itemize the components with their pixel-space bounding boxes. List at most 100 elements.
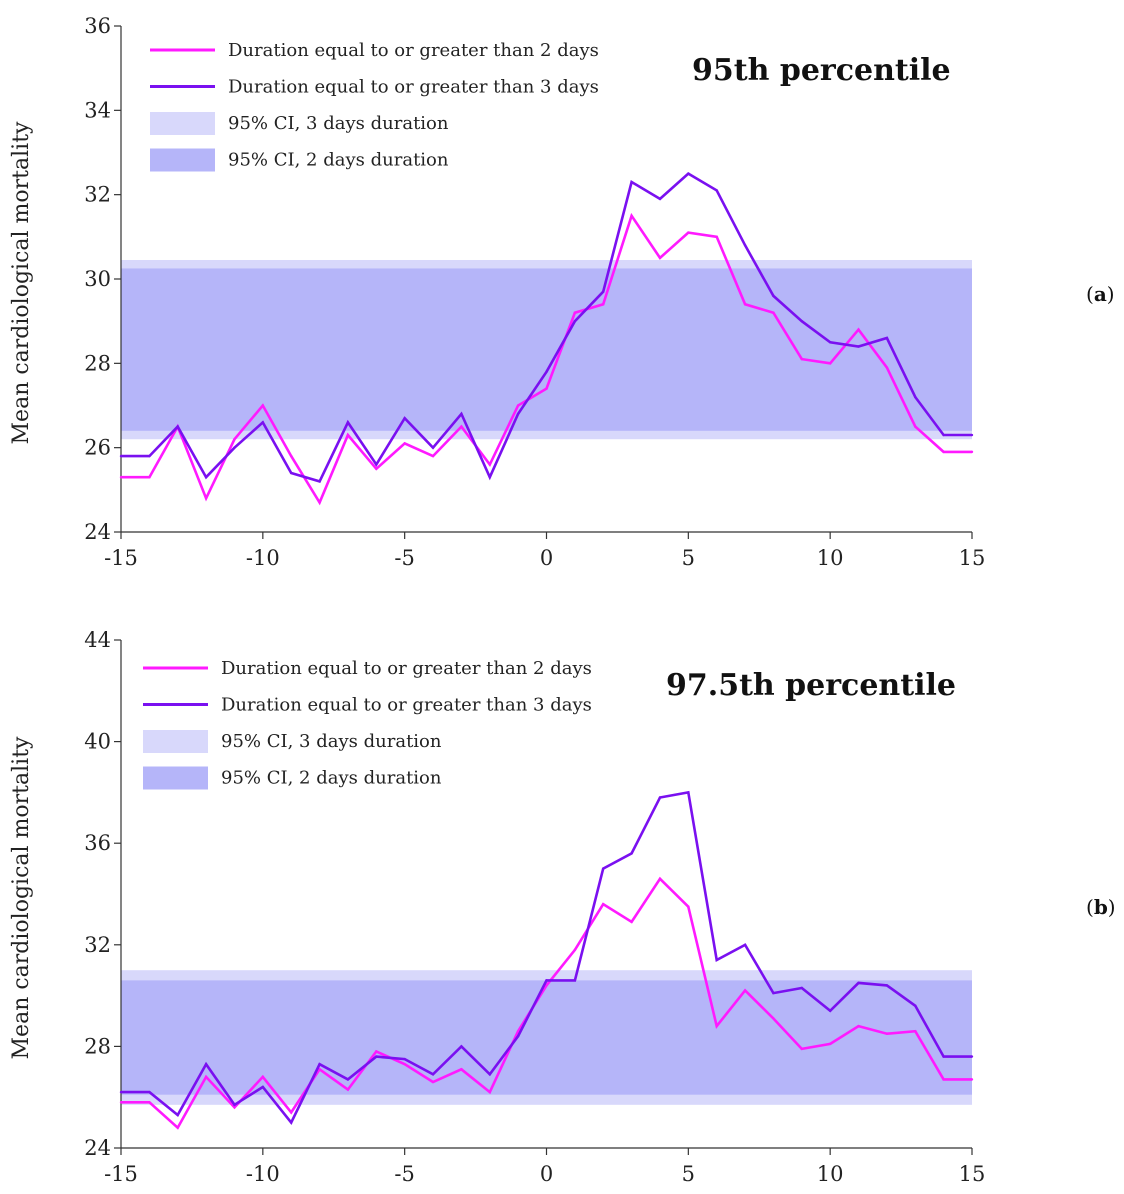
- data-point-2days: [970, 450, 974, 454]
- data-point-3days: [204, 475, 208, 479]
- panel-label-b-close: ): [1107, 895, 1116, 919]
- data-point-2days: [914, 425, 917, 428]
- y-axis-label: Mean cardiological mortality: [9, 736, 34, 1060]
- data-point-2days: [602, 303, 605, 306]
- data-point-3days: [573, 319, 577, 323]
- panel-label-a: (a): [1086, 282, 1115, 306]
- data-point-2days: [630, 214, 633, 217]
- data-point-3days: [658, 197, 662, 201]
- data-point-3days: [602, 290, 605, 293]
- y-tick-label: 24: [84, 520, 111, 544]
- legend-ci-3days-swatch: [143, 730, 208, 753]
- x-tick-label: -10: [246, 1162, 280, 1186]
- data-point-2days: [403, 1062, 406, 1066]
- data-point-2days: [573, 311, 577, 314]
- panel-label-b-letter: b: [1093, 895, 1108, 919]
- data-point-3days: [658, 796, 662, 799]
- data-point-2days: [942, 1078, 945, 1081]
- panel-label-a-letter: a: [1093, 282, 1107, 306]
- data-point-2days: [828, 362, 832, 365]
- data-point-3days: [119, 454, 123, 458]
- y-tick-label: 34: [84, 98, 111, 122]
- data-point-2days: [857, 1024, 860, 1028]
- data-point-2days: [800, 357, 803, 361]
- data-point-2days: [346, 433, 350, 437]
- data-point-2days: [261, 1075, 265, 1079]
- data-point-2days: [233, 438, 236, 441]
- data-point-2days: [687, 905, 690, 908]
- data-point-2days: [488, 1090, 491, 1094]
- data-point-2days: [857, 328, 860, 331]
- y-tick-label: 32: [84, 183, 111, 207]
- data-point-3days: [743, 244, 747, 247]
- y-tick-label: 24: [84, 1136, 111, 1160]
- data-point-2days: [630, 920, 633, 924]
- y-tick-label: 40: [84, 730, 111, 754]
- data-point-3days: [290, 471, 293, 475]
- data-point-3days: [630, 852, 633, 855]
- data-point-3days: [942, 1055, 945, 1058]
- panel-label-b-open: (: [1086, 895, 1094, 919]
- data-point-2days: [261, 404, 265, 407]
- data-point-3days: [885, 336, 889, 340]
- x-tick-label: 15: [959, 1162, 986, 1186]
- chart-panel-a: 24 26 28 30 32 34 36 -15 -10 -5 0 5 10 15 Mean cardiol…: [9, 14, 985, 570]
- x-tick-label: -15: [104, 546, 138, 570]
- data-point-2days: [516, 1029, 520, 1033]
- data-point-2days: [885, 1032, 889, 1035]
- data-point-3days: [375, 463, 378, 466]
- data-point-3days: [743, 943, 747, 946]
- panel-label-b: (b): [1086, 895, 1116, 919]
- y-tick-label: 32: [84, 933, 111, 957]
- data-point-2days: [403, 442, 406, 445]
- data-point-3days: [233, 1103, 236, 1107]
- data-point-3days: [800, 319, 803, 323]
- data-point-3days: [715, 189, 718, 192]
- y-tick-label: 28: [84, 351, 111, 375]
- data-point-2days: [176, 1126, 179, 1129]
- data-point-3days: [148, 1090, 151, 1094]
- data-point-2days: [204, 1075, 208, 1079]
- data-point-2days: [715, 1024, 718, 1028]
- data-point-2days: [800, 1047, 803, 1051]
- legend-ci-2days-swatch: [143, 766, 208, 790]
- data-point-3days: [204, 1062, 208, 1066]
- data-point-2days: [488, 463, 491, 466]
- ci-band-2days: [121, 268, 972, 431]
- data-point-2days: [743, 989, 747, 992]
- data-point-3days: [148, 454, 151, 458]
- data-point-2days: [148, 475, 151, 479]
- data-point-2days: [658, 256, 662, 260]
- data-point-3days: [687, 172, 690, 175]
- data-point-2days: [204, 497, 208, 500]
- data-point-3days: [772, 991, 775, 995]
- data-point-3days: [460, 1045, 463, 1048]
- y-tick-label: 26: [84, 436, 111, 460]
- legend-ci-2days-swatch: [150, 148, 215, 172]
- legend-3days-line-label: Duration equal to or greater than 3 days: [228, 77, 599, 98]
- data-point-2days: [431, 1080, 435, 1084]
- legend-2days-line-label: Duration equal to or greater than 2 days: [221, 658, 592, 679]
- legend-ci-2days-label: 95% CI, 2 days duration: [221, 768, 442, 789]
- y-tick-label: 36: [84, 14, 111, 38]
- data-point-2days: [119, 1101, 123, 1104]
- data-point-3days: [488, 475, 491, 479]
- x-tick-label: 0: [540, 1162, 553, 1186]
- data-point-3days: [857, 345, 860, 348]
- data-point-2days: [460, 1068, 463, 1071]
- data-point-2days: [602, 902, 605, 906]
- data-point-3days: [403, 416, 406, 420]
- data-point-3days: [516, 412, 520, 416]
- x-tick-label: -5: [394, 546, 414, 570]
- data-point-2days: [346, 1088, 350, 1091]
- legend-3days-line-label: Duration equal to or greater than 3 days: [221, 695, 592, 716]
- data-point-3days: [176, 425, 179, 428]
- data-point-2days: [573, 948, 577, 952]
- x-tick-label: -5: [394, 1162, 414, 1186]
- data-point-2days: [885, 366, 889, 369]
- data-point-2days: [460, 425, 463, 428]
- data-point-2days: [942, 450, 945, 454]
- y-tick-label: 44: [84, 628, 111, 652]
- data-point-3days: [885, 984, 889, 987]
- data-point-3days: [346, 421, 350, 424]
